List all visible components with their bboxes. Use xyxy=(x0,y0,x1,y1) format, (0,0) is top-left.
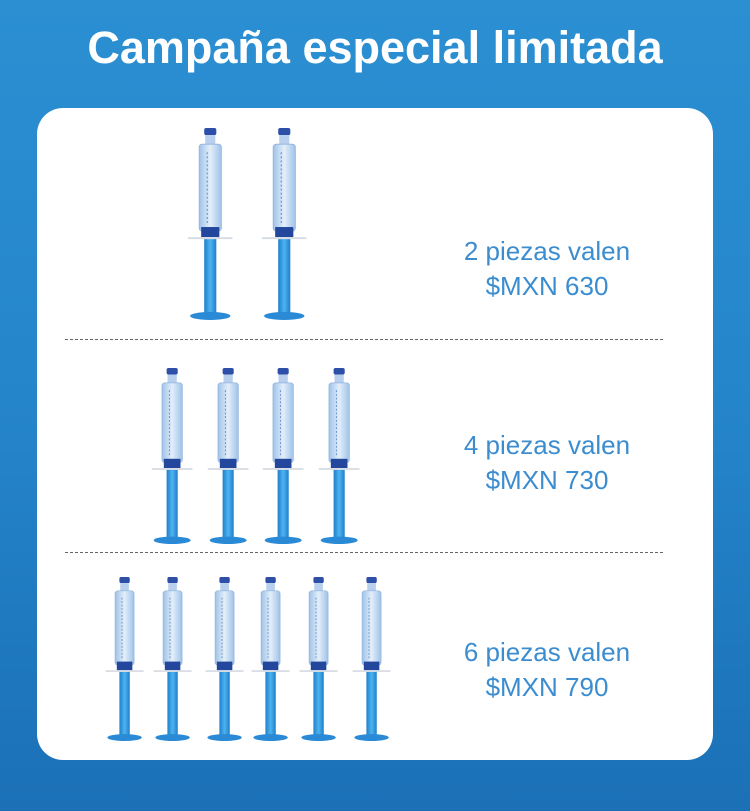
syringe-icon xyxy=(316,368,362,544)
offer-card: 2 piezas valen $MXN 630 4 piezas valen $… xyxy=(37,108,713,760)
offer-amount: $MXN 790 xyxy=(485,672,609,702)
offer-amount: $MXN 730 xyxy=(485,465,609,495)
offer-price-6: 6 piezas valen $MXN 790 xyxy=(397,635,697,705)
offer-label: 4 piezas valen xyxy=(463,430,631,460)
divider xyxy=(65,552,663,553)
syringe-icon xyxy=(205,368,251,544)
syringe-icon xyxy=(151,577,194,741)
syringe-icon xyxy=(249,577,292,741)
offer-amount: $MXN 630 xyxy=(485,271,609,301)
offer-price-2: 2 piezas valen $MXN 630 xyxy=(397,234,697,304)
divider xyxy=(65,339,663,340)
syringe-icon xyxy=(259,128,310,320)
syringe-icon xyxy=(203,577,246,741)
syringe-icon xyxy=(103,577,146,741)
offer-row-6[interactable]: 6 piezas valen $MXN 790 xyxy=(37,553,713,760)
offer-row-4[interactable]: 4 piezas valen $MXN 730 xyxy=(37,340,713,552)
page-title: Campaña especial limitada xyxy=(87,22,663,73)
syringe-icon xyxy=(260,368,306,544)
offer-label: 6 piezas valen xyxy=(463,637,631,667)
syringe-icon xyxy=(297,577,340,741)
syringe-icon xyxy=(185,128,236,320)
offer-label: 2 piezas valen xyxy=(463,236,631,266)
syringe-icon xyxy=(350,577,393,741)
offer-row-2[interactable]: 2 piezas valen $MXN 630 xyxy=(37,108,713,330)
syringe-icon xyxy=(149,368,195,544)
offer-price-4: 4 piezas valen $MXN 730 xyxy=(397,428,697,498)
